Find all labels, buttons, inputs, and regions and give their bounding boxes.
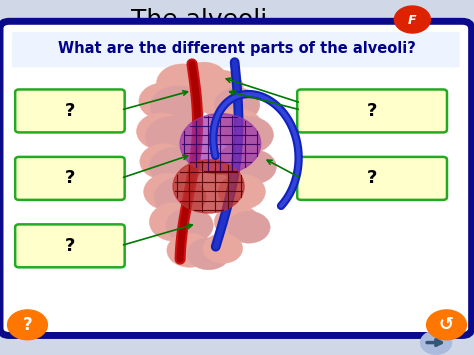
Text: ?: ? [65,169,75,187]
Circle shape [180,62,228,98]
Text: ?: ? [23,316,32,334]
Circle shape [154,178,206,217]
Circle shape [140,144,187,179]
Circle shape [187,238,230,270]
Circle shape [180,114,261,174]
Circle shape [137,113,186,150]
Circle shape [203,234,243,263]
Circle shape [173,160,244,213]
FancyBboxPatch shape [15,224,125,267]
Circle shape [8,310,47,340]
Circle shape [139,83,188,120]
FancyBboxPatch shape [15,157,125,200]
Circle shape [394,6,430,33]
Circle shape [167,233,212,267]
Text: The alveoli: The alveoli [131,7,267,32]
Circle shape [166,208,213,243]
Circle shape [144,173,193,210]
Circle shape [149,147,201,186]
Circle shape [198,81,247,118]
FancyBboxPatch shape [0,21,472,335]
FancyBboxPatch shape [15,89,125,132]
Text: ?: ? [65,102,75,120]
Text: ?: ? [367,169,377,187]
Circle shape [231,150,276,184]
Circle shape [198,70,243,104]
Circle shape [149,202,201,241]
Circle shape [224,116,273,153]
Circle shape [217,143,266,180]
Circle shape [211,108,263,147]
Circle shape [156,64,209,103]
FancyBboxPatch shape [12,32,460,67]
Circle shape [214,205,260,239]
Circle shape [218,174,265,209]
Circle shape [228,211,270,243]
Text: ↺: ↺ [439,316,454,334]
FancyBboxPatch shape [297,89,447,132]
Circle shape [150,86,205,127]
Circle shape [427,310,466,340]
Circle shape [421,331,451,354]
Text: ?: ? [367,102,377,120]
Text: F: F [408,14,417,27]
Circle shape [214,88,260,122]
Text: ?: ? [65,237,75,255]
FancyBboxPatch shape [297,157,447,200]
Text: What are the different parts of the alveoli?: What are the different parts of the alve… [58,41,416,56]
Circle shape [146,116,201,157]
